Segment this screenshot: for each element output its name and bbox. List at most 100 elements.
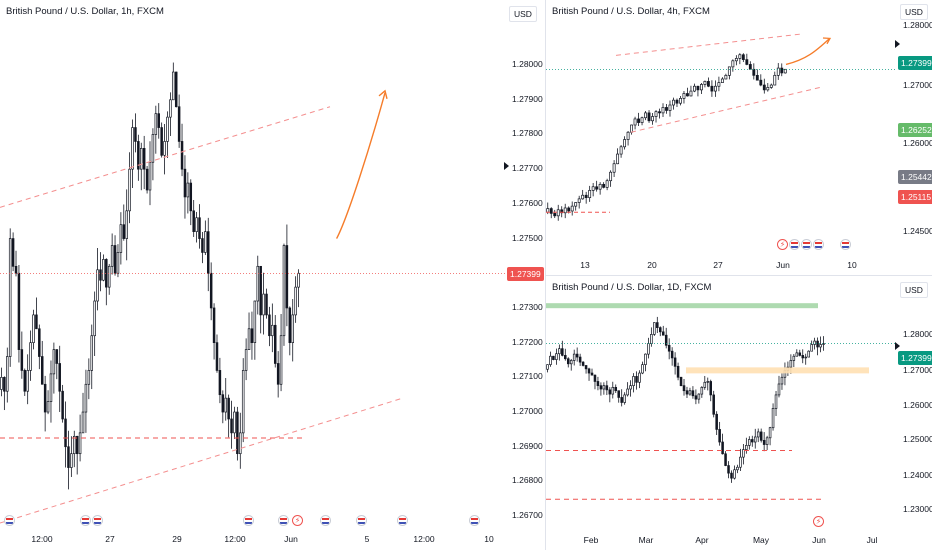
event-us-flag-icon[interactable] (469, 515, 480, 526)
chart-4h-currency-label[interactable]: USD (900, 4, 928, 20)
panel-divider-horizontal[interactable] (545, 275, 932, 276)
candle-up (745, 445, 748, 450)
candle-down (268, 314, 271, 337)
candle-up (703, 81, 707, 85)
x-tick-label: Jul (866, 535, 878, 545)
candle-down (55, 349, 59, 364)
candle-up (769, 84, 773, 88)
event-lightning-icon[interactable]: ⚡ (292, 515, 303, 526)
candle-down (590, 372, 594, 376)
event-us-flag-icon[interactable] (92, 515, 103, 526)
candle-up (720, 78, 724, 83)
candle-up (78, 432, 82, 455)
candle-up (151, 134, 155, 163)
x-tick-label: 5 (364, 534, 370, 544)
event-us-flag-icon[interactable] (278, 515, 289, 526)
projection-arrow (785, 38, 830, 66)
event-us-flag-icon[interactable] (813, 239, 824, 250)
candle-down (665, 107, 668, 111)
candle-up (771, 408, 775, 429)
candle-up (668, 104, 672, 111)
event-us-flag-icon[interactable] (356, 515, 367, 526)
candle-up (154, 113, 158, 135)
y-tick-label: 1.27600 (512, 197, 543, 208)
y-tick-label: 1.27700 (512, 163, 543, 174)
candle-down (715, 413, 718, 430)
candle-up (87, 370, 91, 385)
candle-up (651, 116, 654, 122)
candle-down (58, 363, 61, 392)
event-us-flag-icon[interactable] (840, 239, 851, 250)
candle-up (555, 353, 558, 360)
chart-1d-panel[interactable]: British Pound / U.S. Dollar, 1D, FXCM Fe… (546, 276, 897, 550)
chart-1d-price-axis[interactable]: USD 1.28000 1.27000 1.26000 1.25000 1.24000 1… (895, 276, 932, 550)
y-tick-label: 1.27500 (512, 232, 543, 243)
event-us-flag-icon[interactable] (789, 239, 800, 250)
chart-1h-currency-label[interactable]: USD (509, 6, 537, 22)
event-lightning-icon[interactable]: ⚡ (777, 239, 788, 250)
candle-down (759, 431, 763, 441)
candle-up (748, 439, 751, 446)
candle-up (765, 437, 769, 445)
candle-down (122, 224, 126, 239)
candle-up (563, 207, 567, 214)
candle-down (647, 112, 651, 122)
candle-down (587, 368, 591, 374)
event-us-flag-icon[interactable] (320, 515, 331, 526)
event-us-flag-icon[interactable] (80, 515, 91, 526)
chart-4h-x-axis: 13 20 27 Jun 10 (546, 257, 897, 275)
candle-up (546, 208, 550, 213)
candle-down (549, 208, 553, 214)
event-us-flag-icon[interactable] (243, 515, 254, 526)
candle-down (593, 374, 597, 382)
y-tick-label: 1.26000 (903, 400, 932, 410)
candle-up (256, 265, 260, 302)
candle-up (689, 90, 693, 97)
candle-down (801, 355, 805, 359)
candle-up (638, 372, 641, 383)
candle-down (637, 118, 640, 123)
chart-4h-panel[interactable]: British Pound / U.S. Dollar, 4h, FXCM 13… (546, 0, 897, 275)
y-tick-label: 1.27100 (512, 371, 543, 382)
event-us-flag-icon[interactable] (397, 515, 408, 526)
candle-down (64, 418, 67, 448)
candle-up (611, 386, 615, 395)
candle-down (212, 307, 216, 344)
candle-up (73, 435, 76, 455)
candle-up (46, 401, 50, 413)
event-lightning-icon[interactable]: ⚡ (813, 516, 824, 527)
y-tick-label: 1.27200 (512, 336, 543, 347)
candle-up (738, 54, 742, 59)
candle-up (241, 370, 245, 434)
candle-up (282, 245, 286, 337)
x-tick-label: 13 (580, 260, 590, 270)
candle-down (552, 355, 555, 360)
candle-down (201, 238, 204, 253)
candle-down (276, 363, 280, 385)
candle-down (285, 245, 289, 309)
candle-up (789, 360, 793, 368)
x-tick-label: 27 (105, 534, 115, 544)
candle-up (766, 87, 770, 91)
chart-4h-badge-red: 1.25115 (898, 190, 932, 204)
event-us-flag-icon[interactable] (801, 239, 812, 250)
chart-1h-panel[interactable]: British Pound / U.S. Dollar, 1h, FXCM 12… (0, 0, 505, 550)
candle-up (768, 427, 772, 439)
candle-down (17, 272, 21, 350)
candle-up (776, 67, 780, 76)
chart-4h-price-axis[interactable]: USD 1.280001.270001.260001.250001.24500 … (895, 0, 932, 275)
chart-1d-plot[interactable] (546, 276, 897, 532)
x-tick-label: 12:00 (31, 534, 53, 544)
candle-down (209, 272, 213, 309)
candle-down (696, 85, 700, 91)
chart-1h-price-axis[interactable]: USD 1.28000 1.27900 1.27800 1.27700 1.27600 1… (504, 0, 545, 550)
candle-down (145, 168, 149, 191)
chart-1h-plot[interactable] (0, 0, 505, 530)
chart-4h-plot[interactable] (546, 0, 897, 257)
candle-up (647, 343, 650, 355)
candle-up (253, 300, 257, 344)
candle-up (653, 322, 656, 335)
event-uk-flag-icon[interactable] (4, 515, 15, 526)
chart-1d-currency-label[interactable]: USD (900, 282, 928, 298)
candle-down (718, 429, 721, 443)
